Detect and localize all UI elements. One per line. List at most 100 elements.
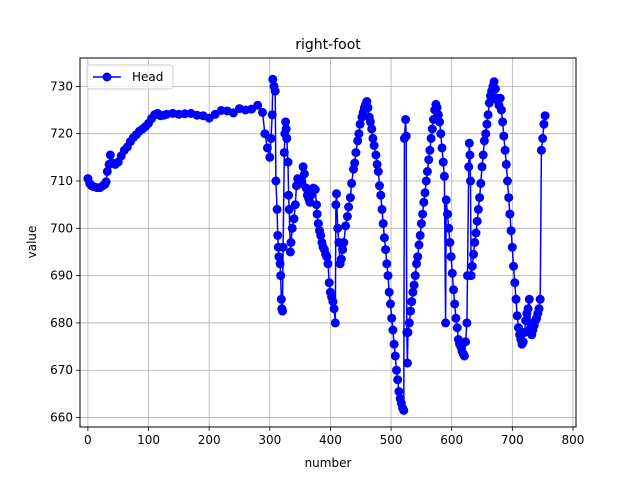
data-point <box>475 193 485 203</box>
data-point <box>281 124 291 134</box>
data-point <box>536 145 546 155</box>
data-point <box>450 299 460 309</box>
data-point <box>330 318 340 328</box>
data-point <box>535 294 545 304</box>
data-point <box>432 103 442 113</box>
data-point <box>350 158 360 168</box>
data-point <box>473 204 483 214</box>
x-tick-label: 600 <box>440 433 463 447</box>
legend-label-head: Head <box>132 70 163 84</box>
data-point <box>518 337 528 347</box>
data-point <box>388 325 398 335</box>
data-point <box>289 214 299 224</box>
data-point <box>313 219 323 229</box>
data-point <box>324 278 334 288</box>
data-point <box>373 167 383 176</box>
data-point <box>521 316 531 326</box>
data-point <box>466 271 476 281</box>
data-point <box>341 221 351 231</box>
data-point <box>509 261 518 271</box>
x-tick-label: 800 <box>562 433 585 447</box>
data-point <box>426 133 436 143</box>
data-point <box>336 254 346 264</box>
data-point <box>298 162 308 172</box>
data-point <box>464 162 474 172</box>
data-point <box>383 271 393 281</box>
data-point <box>421 176 431 186</box>
data-point <box>354 129 364 139</box>
data-point <box>483 110 493 120</box>
data-point <box>484 98 494 108</box>
data-point <box>338 245 348 255</box>
data-point <box>449 285 458 295</box>
data-point <box>447 268 457 278</box>
data-point <box>481 129 491 139</box>
data-point <box>382 259 392 269</box>
data-point <box>393 375 403 385</box>
y-tick-label: 670 <box>50 363 73 377</box>
data-point <box>424 155 434 165</box>
data-point <box>538 133 548 143</box>
data-point <box>462 318 472 328</box>
data-point <box>384 287 394 297</box>
data-point <box>467 261 477 271</box>
data-point <box>276 271 286 281</box>
data-point <box>416 219 426 229</box>
data-point <box>498 117 508 127</box>
data-point <box>422 167 432 176</box>
data-point <box>459 351 469 361</box>
data-point <box>258 107 267 117</box>
x-tick-label: 400 <box>319 433 342 447</box>
data-point <box>511 294 521 304</box>
data-point <box>285 247 295 257</box>
chart-title: right-foot <box>295 37 361 53</box>
data-point <box>390 351 400 361</box>
data-point <box>299 169 309 179</box>
x-tick-label: 100 <box>137 433 160 447</box>
data-point <box>403 327 413 337</box>
data-point <box>253 100 263 110</box>
data-point <box>312 200 321 210</box>
series-layer <box>83 74 550 415</box>
y-axis-label: value <box>25 226 39 259</box>
data-point <box>270 86 280 96</box>
y-tick-label: 700 <box>50 221 73 235</box>
data-point <box>404 318 414 328</box>
data-point <box>272 204 282 214</box>
data-point <box>401 115 411 124</box>
data-point <box>351 148 361 158</box>
data-point <box>419 197 429 207</box>
data-point <box>409 280 419 290</box>
data-point <box>495 93 505 103</box>
data-point <box>477 162 487 172</box>
data-point <box>479 136 489 146</box>
data-point <box>282 133 292 143</box>
data-point <box>331 200 341 210</box>
x-tick-label: 0 <box>84 433 92 447</box>
data-point <box>425 145 435 155</box>
data-point <box>376 190 386 200</box>
data-point <box>478 150 488 160</box>
data-point <box>284 204 294 214</box>
data-point <box>505 209 515 219</box>
data-point <box>401 131 411 141</box>
data-point <box>286 238 296 247</box>
data-point <box>504 193 514 203</box>
axis-ticks: 0 100 200 300 400 500 600 700 800 660 670 680 690 700… <box>50 79 584 447</box>
data-point <box>441 318 451 328</box>
data-point <box>402 358 412 368</box>
data-point <box>407 297 417 307</box>
data-point <box>489 77 499 87</box>
data-point <box>377 204 387 214</box>
data-point <box>427 124 437 134</box>
data-point <box>392 365 401 375</box>
data-point <box>433 110 443 120</box>
y-tick-label: 720 <box>50 127 73 141</box>
data-point <box>461 337 471 347</box>
data-point <box>389 339 399 349</box>
data-point <box>365 117 375 127</box>
data-point <box>363 103 373 113</box>
data-point <box>284 190 294 200</box>
data-point <box>275 259 285 269</box>
data-point <box>281 117 291 127</box>
